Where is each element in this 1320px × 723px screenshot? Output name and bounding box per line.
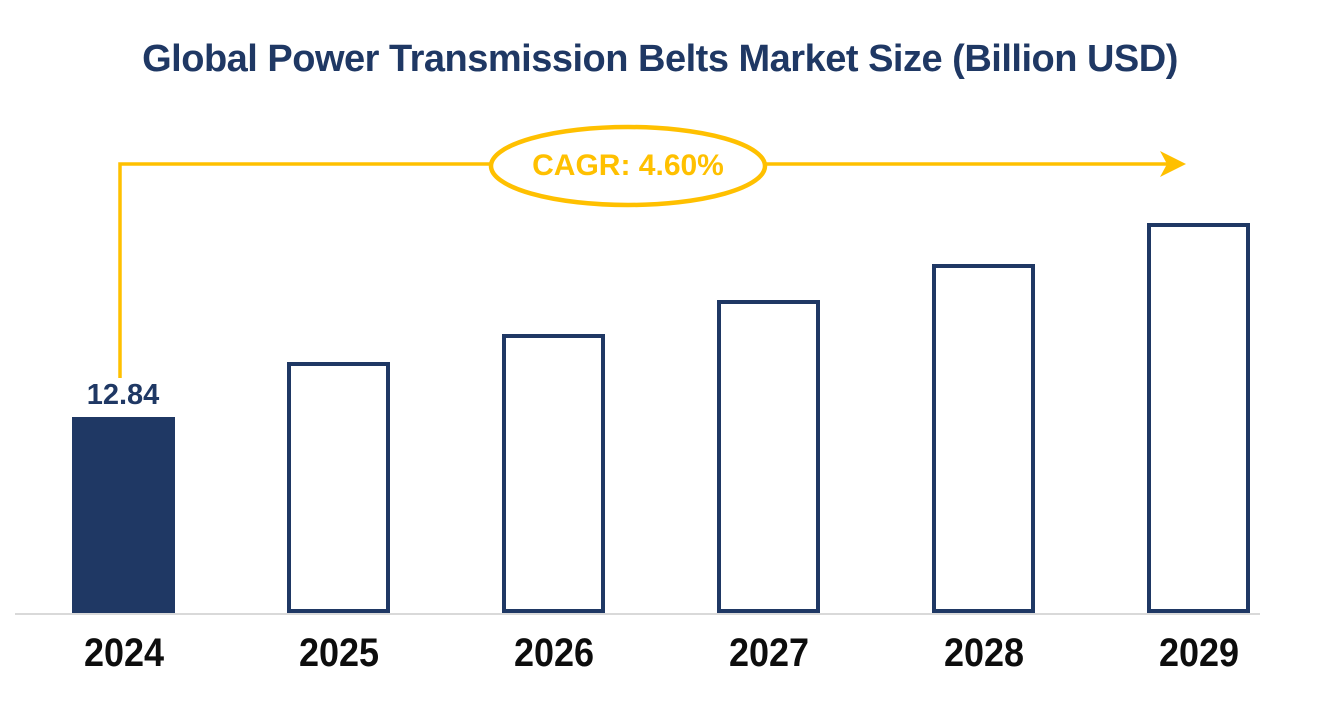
bar-2028	[932, 264, 1035, 613]
value-label-2024: 12.84	[86, 379, 160, 411]
bar-2027	[717, 300, 820, 613]
cagr-arrow-line	[118, 162, 1168, 378]
x-tick-2029: 2029	[1158, 631, 1239, 675]
chart-title: Global Power Transmission Belts Market S…	[142, 38, 1178, 80]
x-tick-2027: 2027	[728, 631, 809, 675]
bar-2026	[502, 334, 605, 613]
x-tick-2024: 2024	[83, 631, 164, 675]
x-axis-line	[15, 613, 1260, 615]
x-tick-2026: 2026	[513, 631, 594, 675]
cagr-ellipse	[488, 124, 768, 208]
cagr-label: CAGR: 4.60%	[532, 149, 724, 182]
bar-2024	[72, 417, 175, 613]
bar-2025	[287, 362, 390, 613]
cagr-arrow-head	[1160, 151, 1186, 177]
x-tick-2025: 2025	[298, 631, 379, 675]
x-tick-2028: 2028	[943, 631, 1024, 675]
bar-2029	[1147, 223, 1250, 613]
